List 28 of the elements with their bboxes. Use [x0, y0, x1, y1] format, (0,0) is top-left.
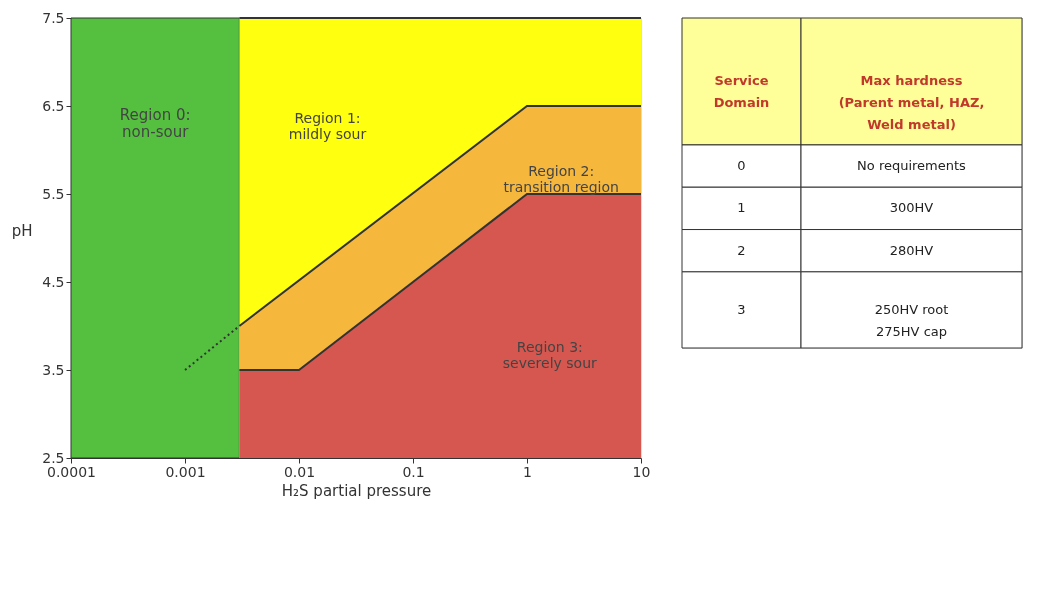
y-tick-label: 7.5: [42, 9, 65, 26]
text: 1: [737, 200, 746, 216]
band-label: Region 0: non-sour: [119, 105, 191, 141]
x-tick-label: 10: [632, 463, 651, 480]
y-axis-title: pH: [11, 221, 33, 240]
text: 2: [737, 242, 746, 258]
text: 250HV root 275HV cap: [874, 301, 949, 339]
text: 280HV: [889, 242, 934, 258]
x-tick-label: 0.0001: [47, 463, 96, 480]
text: 0: [737, 158, 746, 174]
x-tick-label: 0.1: [402, 463, 425, 480]
x-tick-label: 1: [523, 463, 532, 480]
text: 300HV: [889, 200, 934, 216]
text: No requirements: [857, 158, 967, 174]
series-label: Region 3: severely sour: [502, 339, 598, 371]
y-tick-label: 5.5: [42, 185, 65, 202]
y-tick-label: 4.5: [42, 273, 65, 290]
y-tick-label: 3.5: [42, 361, 65, 378]
y-tick-label: 2.5: [42, 449, 65, 466]
series-label: Region 1: mildly sour: [288, 110, 367, 143]
x-axis-title: H₂S partial pressure: [281, 481, 432, 500]
x-tick-label: 0.001: [165, 463, 206, 480]
x-tick-label: 0.01: [283, 463, 316, 480]
text: 3: [737, 301, 746, 317]
y-tick-label: 6.5: [42, 97, 65, 114]
text: Service Domain: [713, 73, 770, 111]
series-label: Region 2: transition region: [503, 163, 619, 195]
text: Max hardness (Parent metal, HAZ, Weld metal): [838, 73, 985, 133]
